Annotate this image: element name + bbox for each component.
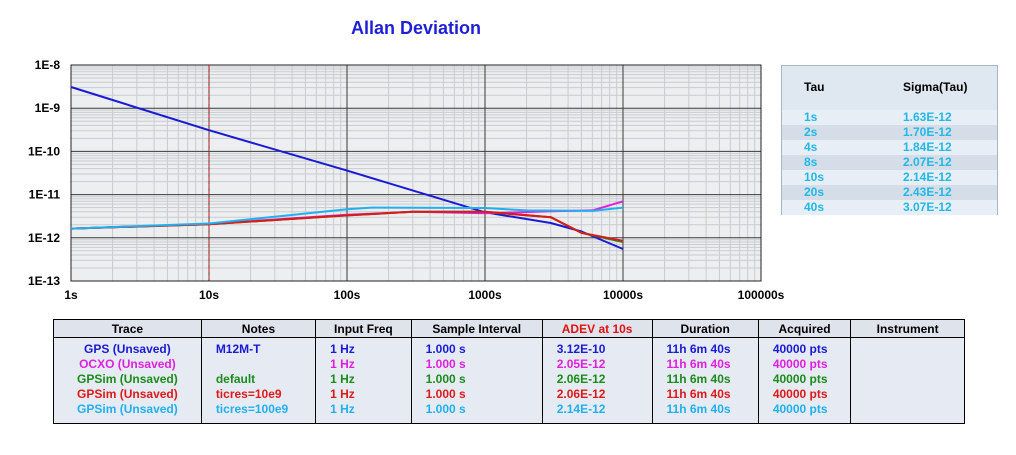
y-tick-label: 1E-8 bbox=[35, 58, 61, 72]
legend-cell-acquired: 40000 pts bbox=[757, 372, 852, 387]
legend-cell-adev: 2.14E-12 bbox=[541, 402, 653, 424]
legend-cell-notes: ticres=10e9 bbox=[200, 387, 317, 402]
legend-header-row: Trace Notes Input Freq Sample Interval ADEV … bbox=[53, 319, 965, 338]
x-tick-label: 10000s bbox=[603, 288, 643, 302]
x-tick-label: 100s bbox=[334, 288, 361, 302]
tau-value: 8s bbox=[804, 155, 818, 169]
legend-cell-duration: 11h 6m 40s bbox=[651, 357, 759, 372]
legend-cell-freq: 1 Hz bbox=[315, 402, 412, 424]
legend-cell-interval: 1.000 s bbox=[410, 337, 543, 357]
legend-cell-notes: ticres=100e9 bbox=[200, 402, 317, 424]
legend-cell-notes: M12M-T bbox=[200, 337, 317, 357]
sigma-value: 2.43E-12 bbox=[903, 185, 952, 199]
tau-value: 4s bbox=[804, 140, 818, 154]
tau-value: 40s bbox=[804, 200, 825, 214]
legend-cell-duration: 11h 6m 40s bbox=[651, 402, 759, 424]
tau-value: 2s bbox=[804, 125, 818, 139]
tau-row: 10s 2.14E-12 bbox=[782, 170, 997, 185]
tau-row: 1s 1.63E-12 bbox=[782, 110, 997, 125]
tau-row: 2s 1.70E-12 bbox=[782, 125, 997, 140]
legend-header-cell: ADEV at 10s bbox=[541, 319, 653, 338]
legend-row: GPSim (Unsaved) ticres=10e9 1 Hz 1.000 s 2.0… bbox=[53, 387, 965, 402]
legend-header-cell: Notes bbox=[200, 319, 317, 338]
legend-cell-freq: 1 Hz bbox=[315, 337, 412, 357]
legend-cell-trace: GPSim (Unsaved) bbox=[53, 387, 202, 402]
legend-row: GPS (Unsaved) M12M-T 1 Hz 1.000 s 3.12E-10 11… bbox=[53, 337, 965, 357]
legend-cell-notes: default bbox=[200, 372, 317, 387]
legend-cell-instrument bbox=[850, 357, 965, 372]
legend-cell-instrument bbox=[850, 402, 965, 424]
tau-header: Tau bbox=[804, 80, 825, 94]
legend-cell-adev: 2.06E-12 bbox=[541, 372, 653, 387]
legend-cell-instrument bbox=[850, 337, 965, 357]
legend-cell-trace: GPS (Unsaved) bbox=[53, 337, 202, 357]
legend-cell-interval: 1.000 s bbox=[410, 387, 543, 402]
tau-row: 4s 1.84E-12 bbox=[782, 140, 997, 155]
sigma-value: 2.07E-12 bbox=[903, 155, 952, 169]
trace-legend-table: Trace Notes Input Freq Sample Interval ADEV … bbox=[53, 319, 965, 424]
legend-cell-acquired: 40000 pts bbox=[757, 337, 852, 357]
x-tick-label: 100000s bbox=[738, 288, 785, 302]
legend-cell-acquired: 40000 pts bbox=[757, 387, 852, 402]
allan-deviation-chart: 1s 10s 100s 1000s 10000s 100000s 1E-8 1E-9 1E-10… bbox=[28, 58, 785, 302]
legend-row: GPSim (Unsaved) ticres=100e9 1 Hz 1.000 s 2.… bbox=[53, 402, 965, 424]
legend-cell-trace: GPSim (Unsaved) bbox=[53, 402, 202, 424]
series-line-4 bbox=[70, 210, 624, 242]
y-tick-label: 1E-13 bbox=[28, 274, 60, 288]
legend-cell-notes bbox=[200, 357, 317, 372]
y-tick-label: 1E-12 bbox=[28, 231, 60, 245]
tau-sigma-panel: Tau Sigma(Tau) 1s 1.63E-12 2s 1.70E-12 4s 1.8… bbox=[781, 65, 998, 215]
sigma-value: 2.14E-12 bbox=[903, 170, 952, 184]
legend-cell-adev: 3.12E-10 bbox=[541, 337, 653, 357]
sigma-value: 3.07E-12 bbox=[903, 200, 952, 214]
legend-cell-interval: 1.000 s bbox=[410, 372, 543, 387]
sigma-header: Sigma(Tau) bbox=[903, 80, 968, 94]
tau-row: 20s 2.43E-12 bbox=[782, 185, 997, 200]
legend-cell-freq: 1 Hz bbox=[315, 357, 412, 372]
legend-header-cell: Instrument bbox=[850, 319, 965, 338]
plot-border bbox=[70, 64, 762, 282]
legend-cell-adev: 2.06E-12 bbox=[541, 387, 653, 402]
x-tick-label: 10s bbox=[199, 288, 219, 302]
legend-cell-interval: 1.000 s bbox=[410, 357, 543, 372]
series-line-5 bbox=[70, 206, 624, 230]
tau-rows: 1s 1.63E-12 2s 1.70E-12 4s 1.84E-12 8s 2.07E-12… bbox=[782, 110, 997, 215]
tau-value: 1s bbox=[804, 110, 818, 124]
legend-header-cell: Duration bbox=[651, 319, 759, 338]
chart-title: Allan Deviation bbox=[350, 18, 482, 38]
sigma-value: 1.63E-12 bbox=[903, 110, 952, 124]
legend-cell-duration: 11h 6m 40s bbox=[651, 372, 759, 387]
legend-cell-freq: 1 Hz bbox=[315, 387, 412, 402]
legend-cell-acquired: 40000 pts bbox=[757, 357, 852, 372]
legend-body: GPS (Unsaved) M12M-T 1 Hz 1.000 s 3.12E-10 11… bbox=[53, 337, 965, 424]
tau-value: 10s bbox=[804, 170, 825, 184]
tau-row: 8s 2.07E-12 bbox=[782, 155, 997, 170]
legend-header-cell: Trace bbox=[53, 319, 202, 338]
sigma-value: 1.70E-12 bbox=[903, 125, 952, 139]
legend-cell-trace: OCXO (Unsaved) bbox=[53, 357, 202, 372]
legend-cell-trace: GPSim (Unsaved) bbox=[53, 372, 202, 387]
tau-value: 20s bbox=[804, 185, 825, 199]
legend-cell-duration: 11h 6m 40s bbox=[651, 387, 759, 402]
legend-row: GPSim (Unsaved) default 1 Hz 1.000 s 2.06E-1… bbox=[53, 372, 965, 387]
sigma-value: 1.84E-12 bbox=[903, 140, 952, 154]
x-tick-label: 1000s bbox=[468, 288, 502, 302]
legend-cell-adev: 2.05E-12 bbox=[541, 357, 653, 372]
legend-header-cell: Sample Interval bbox=[410, 319, 543, 338]
y-tick-label: 1E-11 bbox=[29, 188, 61, 202]
plot-area bbox=[71, 65, 761, 281]
legend-header-cell: Input Freq bbox=[315, 319, 412, 338]
legend-header-cell: Acquired bbox=[757, 319, 852, 338]
y-tick-label: 1E-10 bbox=[28, 144, 60, 158]
legend-cell-interval: 1.000 s bbox=[410, 402, 543, 424]
y-tick-label: 1E-9 bbox=[35, 101, 61, 115]
legend-cell-duration: 11h 6m 40s bbox=[651, 337, 759, 357]
legend-cell-acquired: 40000 pts bbox=[757, 402, 852, 424]
legend-cell-instrument bbox=[850, 372, 965, 387]
legend-cell-instrument bbox=[850, 387, 965, 402]
legend-cell-freq: 1 Hz bbox=[315, 372, 412, 387]
legend-row: OCXO (Unsaved) 1 Hz 1.000 s 2.05E-12 11h 6m … bbox=[53, 357, 965, 372]
tau-row: 40s 3.07E-12 bbox=[782, 200, 997, 215]
x-tick-label: 1s bbox=[64, 288, 78, 302]
